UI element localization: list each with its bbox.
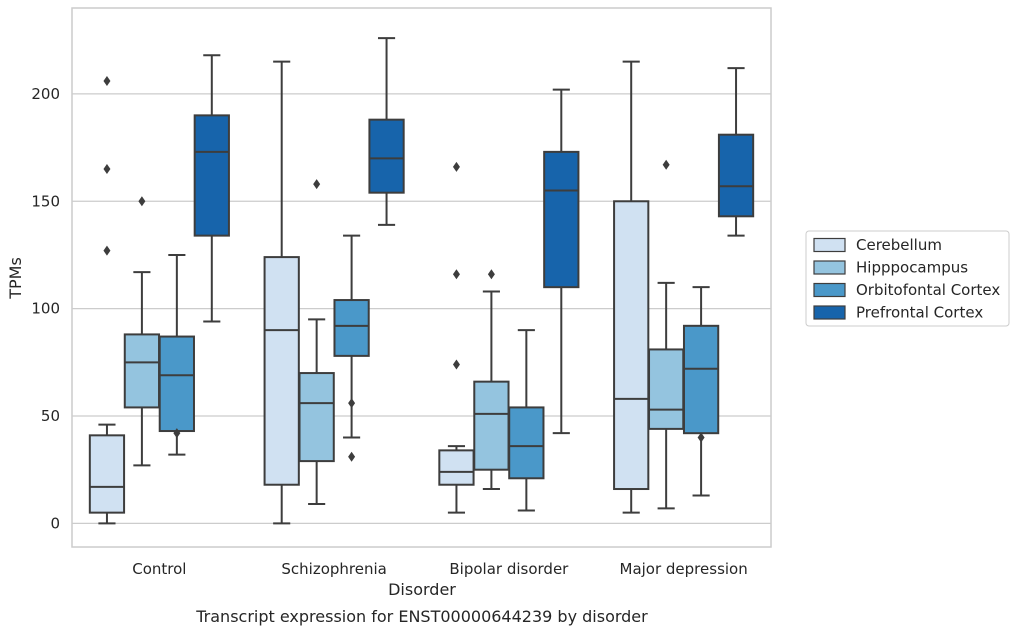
boxes — [88, 37, 755, 525]
box-1-2 — [473, 269, 510, 491]
outlier-point — [313, 179, 321, 190]
legend-label: Orbitofontal Cortex — [856, 281, 1000, 299]
outlier-point — [138, 196, 146, 207]
box-2-1 — [333, 234, 370, 462]
box-3-3 — [717, 67, 755, 237]
y-tick-labels: 0 50 100 150 200 — [31, 85, 60, 532]
y-tick-label: 0 — [50, 514, 60, 532]
box-iqr — [717, 133, 755, 218]
box-iqr — [368, 118, 405, 194]
box-iqr — [508, 406, 545, 480]
box-iqr — [193, 114, 230, 237]
box-1-3 — [648, 159, 685, 510]
box-iqr — [333, 299, 370, 357]
box-iqr — [682, 324, 720, 435]
y-axis-label: TPMs — [6, 257, 25, 300]
outlier-point — [103, 245, 111, 256]
legend-swatch — [813, 305, 846, 320]
y-tick-label: 50 — [41, 407, 60, 425]
box-iqr — [613, 200, 650, 491]
plot-frame — [71, 7, 772, 548]
legend-swatch — [813, 260, 846, 275]
outlier-point — [662, 159, 670, 170]
box-iqr — [543, 150, 580, 289]
legend-swatch — [813, 237, 846, 253]
legend-label: Cerebellum — [856, 236, 942, 254]
box-iqr — [158, 335, 195, 433]
outlier-point — [697, 432, 705, 443]
box-2-3 — [682, 286, 720, 497]
legend-label: Hipppocampus — [856, 259, 968, 277]
box-iqr — [123, 333, 161, 409]
legend-label: Prefrontal Cortex — [856, 304, 983, 322]
outlier-point — [348, 451, 356, 462]
box-iqr — [473, 380, 510, 471]
x-axis-label: Disorder — [388, 580, 456, 599]
box-3-2 — [543, 88, 580, 435]
y-tick-label: 150 — [31, 192, 60, 210]
outlier-point — [452, 269, 460, 280]
box-iqr — [438, 449, 475, 486]
box-2-0 — [158, 253, 195, 456]
x-tick-label: Schizophrenia — [281, 560, 386, 578]
outlier-point — [103, 164, 111, 175]
x-tick-labels: Control Schizophrenia Bipolar disorder Majo… — [132, 560, 747, 578]
outlier-point — [452, 359, 460, 370]
box-2-2 — [508, 329, 545, 512]
x-tick-label: Major depression — [620, 560, 748, 578]
box-iqr — [298, 372, 335, 463]
box-iqr — [648, 348, 685, 430]
x-tick-label: Bipolar disorder — [449, 560, 569, 578]
box-iqr — [88, 434, 126, 514]
box-iqr — [263, 256, 300, 486]
outlier-point — [103, 76, 111, 87]
outlier-point — [452, 161, 460, 172]
outlier-point — [173, 428, 181, 439]
box-0-2 — [438, 161, 475, 514]
chart-caption: Transcript expression for ENST0000064423… — [195, 607, 648, 626]
outlier-point — [487, 269, 495, 280]
legend: Cerebellum Hipppocampus Orbitofontal Corte… — [805, 230, 1010, 327]
legend-frame — [805, 230, 1010, 327]
y-tick-label: 100 — [31, 300, 60, 318]
box-0-0 — [88, 76, 126, 525]
y-tick-label: 200 — [31, 85, 60, 103]
box-1-0 — [123, 196, 161, 467]
outlier-point — [348, 398, 356, 409]
box-0-1 — [263, 60, 300, 525]
x-tick-label: Control — [132, 560, 186, 578]
box-0-3 — [613, 60, 650, 514]
box-1-1 — [298, 179, 335, 506]
box-3-0 — [193, 54, 230, 323]
legend-swatch — [813, 282, 846, 298]
box-3-1 — [368, 37, 405, 226]
